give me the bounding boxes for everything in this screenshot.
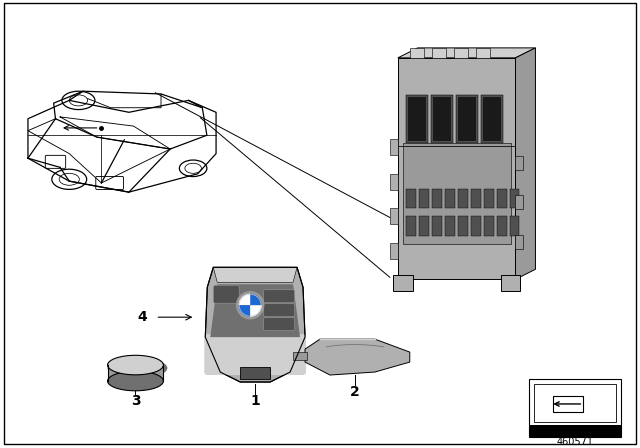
Polygon shape — [211, 284, 300, 337]
FancyBboxPatch shape — [264, 318, 294, 331]
Polygon shape — [515, 48, 536, 279]
Bar — [529, 379, 621, 437]
Bar — [445, 216, 454, 237]
Bar — [108, 365, 163, 381]
Bar — [509, 216, 520, 237]
Bar — [515, 235, 524, 250]
Bar — [470, 189, 481, 208]
Bar — [390, 243, 398, 259]
Bar — [497, 216, 506, 237]
Bar — [406, 216, 416, 237]
FancyBboxPatch shape — [264, 290, 294, 303]
Bar — [390, 138, 398, 155]
Bar — [240, 367, 270, 379]
Ellipse shape — [108, 355, 163, 375]
FancyBboxPatch shape — [264, 304, 294, 317]
Bar — [454, 48, 468, 58]
Bar — [500, 275, 520, 291]
Wedge shape — [250, 305, 262, 317]
Text: 460571: 460571 — [557, 437, 594, 447]
Bar — [554, 396, 583, 412]
Ellipse shape — [108, 371, 163, 391]
Text: 4: 4 — [138, 310, 147, 324]
Text: 2: 2 — [350, 385, 360, 399]
Ellipse shape — [108, 358, 168, 379]
Bar — [398, 58, 515, 279]
Bar — [293, 352, 307, 360]
Bar — [393, 275, 413, 291]
Bar — [432, 48, 445, 58]
Bar — [458, 97, 476, 141]
Bar — [410, 48, 424, 58]
Bar — [403, 142, 511, 244]
Bar — [481, 95, 502, 142]
FancyBboxPatch shape — [204, 334, 306, 375]
Bar — [390, 208, 398, 224]
Text: 1: 1 — [250, 394, 260, 408]
Polygon shape — [205, 267, 305, 382]
Bar — [433, 97, 451, 141]
Wedge shape — [238, 305, 250, 317]
Bar — [432, 216, 442, 237]
Bar — [456, 95, 477, 142]
Bar — [483, 97, 500, 141]
Bar — [445, 189, 454, 208]
Polygon shape — [305, 339, 410, 375]
Bar — [515, 155, 524, 169]
Text: 3: 3 — [131, 394, 140, 408]
Bar — [529, 425, 621, 437]
Bar — [431, 95, 452, 142]
Bar — [419, 189, 429, 208]
Bar — [390, 173, 398, 190]
Polygon shape — [213, 267, 297, 282]
Bar — [515, 195, 524, 210]
Bar — [476, 48, 490, 58]
Wedge shape — [238, 293, 250, 305]
Bar — [484, 216, 493, 237]
Wedge shape — [250, 293, 262, 305]
Bar — [509, 189, 520, 208]
Bar — [408, 97, 426, 141]
Polygon shape — [398, 48, 536, 58]
Bar — [497, 189, 506, 208]
Bar — [458, 216, 468, 237]
Bar — [406, 95, 428, 142]
FancyBboxPatch shape — [213, 285, 239, 303]
Bar — [458, 189, 468, 208]
Bar — [534, 384, 616, 422]
Bar — [419, 216, 429, 237]
Bar — [484, 189, 493, 208]
Bar — [432, 189, 442, 208]
Bar — [406, 189, 416, 208]
Bar — [470, 216, 481, 237]
